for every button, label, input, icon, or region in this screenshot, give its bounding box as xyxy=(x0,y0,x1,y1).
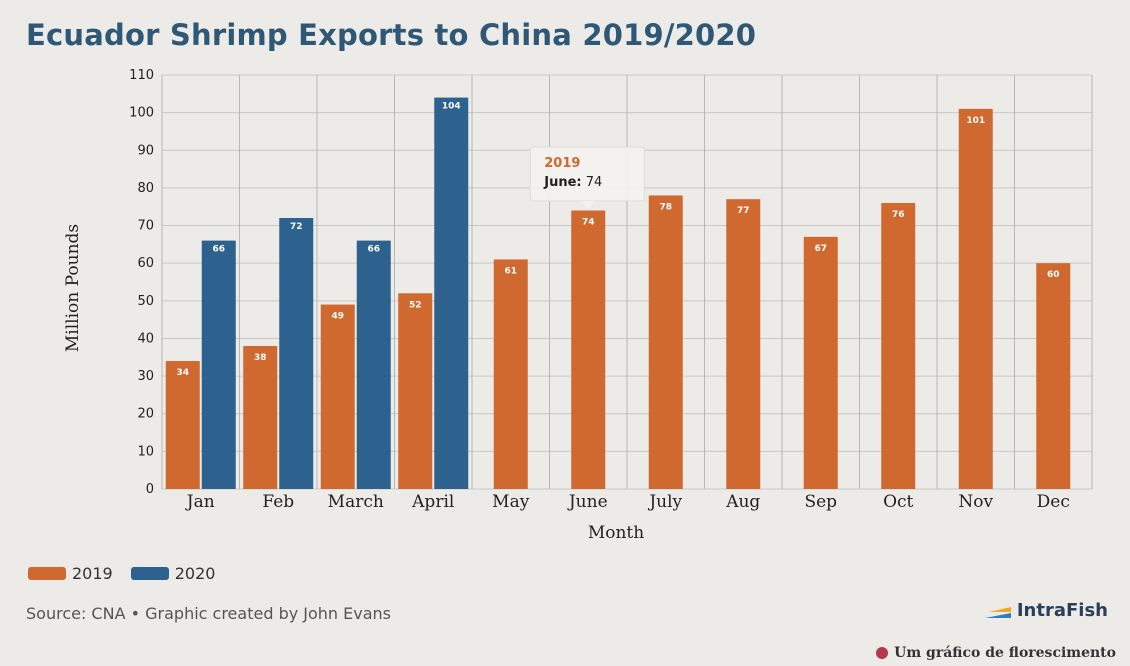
y-tick-label: 100 xyxy=(129,106,154,121)
y-tick-label: 110 xyxy=(129,68,154,83)
y-tick-label: 20 xyxy=(137,407,154,422)
y-tick-label: 60 xyxy=(137,256,154,271)
intrafish-logo: IntraFish xyxy=(983,600,1108,621)
legend-label: 2020 xyxy=(174,564,216,583)
data-label: 101 xyxy=(966,116,985,126)
x-category-label: June xyxy=(567,492,608,512)
legend-swatch xyxy=(28,567,66,580)
data-label: 61 xyxy=(504,266,517,276)
tooltip-value: June: 74 xyxy=(543,175,602,190)
y-tick-label: 70 xyxy=(137,219,154,234)
data-label: 66 xyxy=(367,245,380,255)
legend-item-2019[interactable]: 2019 xyxy=(28,564,113,583)
y-tick-label: 10 xyxy=(137,444,154,459)
x-category-label: Dec xyxy=(1037,492,1070,512)
y-tick-label: 80 xyxy=(137,181,154,196)
bar-2020-april[interactable] xyxy=(434,97,469,489)
data-label: 67 xyxy=(814,244,827,254)
data-label: 76 xyxy=(892,210,905,220)
data-label: 74 xyxy=(582,217,595,227)
bar-2019-oct[interactable] xyxy=(881,202,916,490)
bar-2019-jan[interactable] xyxy=(165,361,200,489)
data-label: 77 xyxy=(737,206,750,216)
data-label: 52 xyxy=(409,300,422,310)
tooltip-pointer xyxy=(581,201,596,209)
bar-2019-july[interactable] xyxy=(648,195,683,489)
x-category-label: Nov xyxy=(958,492,993,512)
legend: 2019 2020 xyxy=(28,564,215,583)
source-credit: Source: CNA • Graphic created by John Ev… xyxy=(26,604,392,623)
bars: 34 66 38 72 49 66 52 104 61 74 78 77 67 76 101 60 xyxy=(165,97,1071,490)
y-tick-label: 30 xyxy=(137,369,154,384)
bar-2019-may[interactable] xyxy=(493,259,528,489)
data-label: 78 xyxy=(659,202,672,212)
y-tick-label: 40 xyxy=(137,331,154,346)
bar-2020-feb[interactable] xyxy=(279,218,314,489)
logo-text: IntraFish xyxy=(1016,600,1108,621)
bar-2020-jan[interactable] xyxy=(201,240,236,489)
watermark: Um gráfico de florescimento xyxy=(876,645,1116,661)
data-label: 49 xyxy=(331,312,344,322)
bar-2019-nov[interactable] xyxy=(958,108,993,489)
logo-mark-icon xyxy=(983,602,1013,620)
tooltip-series: 2019 xyxy=(544,156,580,171)
bar-2019-dec[interactable] xyxy=(1036,263,1071,489)
y-tick-label: 90 xyxy=(137,143,154,158)
bar-2019-june[interactable] xyxy=(571,210,606,489)
bar-2019-feb[interactable] xyxy=(243,345,278,489)
x-category-label: May xyxy=(492,492,530,512)
bar-2019-april[interactable] xyxy=(398,293,433,489)
data-label: 60 xyxy=(1047,270,1060,280)
x-category-label: March xyxy=(328,492,384,512)
data-label: 34 xyxy=(176,368,189,378)
bar-2020-march[interactable] xyxy=(356,240,391,489)
y-axis-title: Million Pounds xyxy=(63,224,83,352)
x-category-label: April xyxy=(411,492,454,512)
y-axis-ticks: 0 10 20 30 40 50 60 70 80 90 100 110 xyxy=(129,68,154,497)
watermark-text: Um gráfico de florescimento xyxy=(894,645,1116,661)
data-label: 72 xyxy=(290,222,303,232)
legend-label: 2019 xyxy=(72,564,113,583)
tooltip: 2019 June: 74 xyxy=(529,146,645,209)
data-label: 66 xyxy=(212,245,225,255)
data-label: 104 xyxy=(442,102,461,112)
chart-title: Ecuador Shrimp Exports to China 2019/202… xyxy=(26,18,757,52)
y-tick-label: 50 xyxy=(137,294,154,309)
legend-swatch xyxy=(130,567,169,580)
x-axis-categories: Jan Feb March April May June July Aug Sep Oct Nov D… xyxy=(185,492,1070,512)
bar-chart: 0 10 20 30 40 50 60 70 80 90 100 110 34 66 38 72 49 66 52… xyxy=(63,68,1093,543)
x-axis-title: Month xyxy=(588,523,644,543)
bar-2019-march[interactable] xyxy=(320,304,355,489)
bar-2019-sep[interactable] xyxy=(803,236,838,489)
y-tick-label: 0 xyxy=(146,482,154,497)
legend-item-2020[interactable]: 2020 xyxy=(130,564,216,583)
x-category-label: Jan xyxy=(185,492,215,512)
data-label: 38 xyxy=(254,353,267,363)
x-category-label: Aug xyxy=(725,492,760,512)
flower-icon xyxy=(876,647,889,659)
x-category-label: Feb xyxy=(262,492,294,512)
x-category-label: Oct xyxy=(883,492,913,512)
x-category-label: July xyxy=(647,492,682,512)
x-category-label: Sep xyxy=(804,492,837,512)
bar-2019-aug[interactable] xyxy=(726,199,761,489)
